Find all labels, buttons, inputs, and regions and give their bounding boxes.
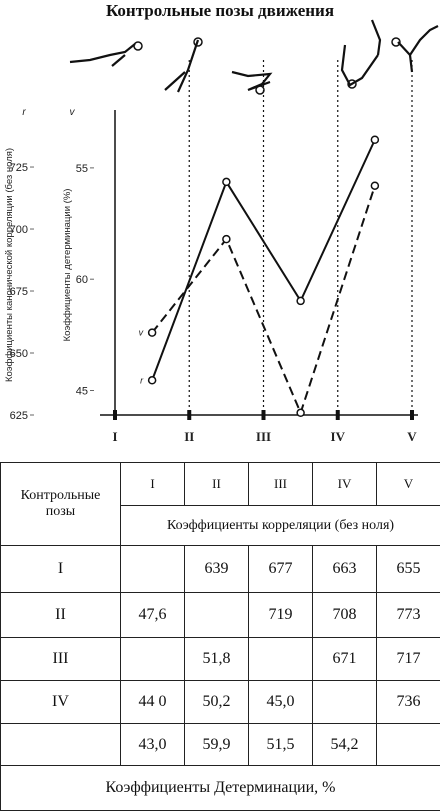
row-header: III: [1, 638, 121, 681]
y-tick-label: 675: [10, 286, 28, 298]
x-tick-label: II: [184, 429, 194, 444]
series-label: r: [140, 375, 144, 385]
pose: [410, 55, 412, 72]
data-point: [223, 236, 230, 243]
table-cell: [121, 546, 185, 593]
table-cell: 719: [249, 593, 313, 638]
chart-title: Контрольные позы движения: [106, 1, 334, 20]
column-header: III: [249, 463, 313, 506]
column-header: II: [185, 463, 249, 506]
chart: Контрольные позы движения r v Коэффициен…: [0, 0, 440, 460]
pose: [112, 55, 125, 66]
table-cell: 717: [377, 638, 440, 681]
series-label: v: [139, 328, 144, 338]
data-point: [371, 182, 378, 189]
table-cell: 663: [313, 546, 377, 593]
column-header: IV: [313, 463, 377, 506]
x-tick: [113, 410, 117, 420]
table-cell: [121, 638, 185, 681]
corner-header: Контрольные позы: [1, 463, 121, 546]
x-tick: [262, 410, 266, 420]
table-cell: 45,0: [249, 681, 313, 724]
column-header: I: [121, 463, 185, 506]
x-tick-label: III: [256, 429, 271, 444]
table-cell: 51,8: [185, 638, 249, 681]
series-line: [152, 186, 375, 413]
table-footer: Коэффициенты Детерминации, %: [1, 766, 440, 811]
x-tick: [410, 410, 414, 420]
pose: [232, 72, 270, 90]
data-point: [149, 377, 156, 384]
pose-head: [134, 42, 142, 50]
table-cell: 59,9: [185, 724, 249, 766]
y-tick-label: 625: [10, 410, 28, 422]
x-tick-label: I: [112, 429, 117, 444]
table-cell: [313, 681, 377, 724]
column-header: V: [377, 463, 440, 506]
pose: [70, 44, 135, 62]
table-cell: 47,6: [121, 593, 185, 638]
data-point: [223, 178, 230, 185]
x-tick-label: V: [407, 429, 417, 444]
pose: [178, 40, 198, 92]
row-header: IV: [1, 681, 121, 724]
pose: [398, 26, 438, 55]
table-cell: 773: [377, 593, 440, 638]
table-cell: 44 0: [121, 681, 185, 724]
table-cell: 50,2: [185, 681, 249, 724]
pose: [342, 45, 378, 85]
y-axis-title: Коэффициенты канонической корреляции (бе…: [4, 148, 15, 382]
table-cell: 54,2: [313, 724, 377, 766]
data-point: [149, 329, 156, 336]
row-header: I: [1, 546, 121, 593]
y-tick-label: 725: [10, 162, 28, 174]
table-cell: 51,5: [249, 724, 313, 766]
pose: [372, 20, 380, 55]
table-cell: 677: [249, 546, 313, 593]
table-cell: 43,0: [121, 724, 185, 766]
y2-axis-title: Коэффициенты детерминации (%): [62, 189, 73, 342]
y2-axis-symbol: v: [70, 107, 76, 118]
row-header: II: [1, 593, 121, 638]
x-tick: [187, 410, 191, 420]
table-cell: [377, 724, 440, 766]
y-tick-label: 650: [10, 348, 28, 360]
x-tick-label: IV: [331, 429, 346, 444]
y-axis-symbol: r: [22, 107, 26, 118]
table-cell: [185, 593, 249, 638]
table-cell: 708: [313, 593, 377, 638]
table-cell: 736: [377, 681, 440, 724]
y2-tick-label: 45: [76, 386, 88, 398]
data-point: [297, 409, 304, 416]
y-tick-label: 700: [10, 224, 28, 236]
pose-sketches: [70, 20, 438, 94]
x-tick: [336, 410, 340, 420]
pose-head: [256, 86, 264, 94]
table-cell: 671: [313, 638, 377, 681]
table-row: Коэффициенты Детерминации, %: [1, 766, 440, 811]
table-cell: [249, 638, 313, 681]
row-header: [1, 724, 121, 766]
table-cell: 655: [377, 546, 440, 593]
subheader: Коэффициенты корреляции (без ноля): [121, 506, 440, 546]
data-point: [297, 297, 304, 304]
table-cell: 639: [185, 546, 249, 593]
y2-tick-label: 60: [76, 274, 88, 286]
data-point: [371, 136, 378, 143]
y2-tick-label: 55: [76, 163, 88, 175]
